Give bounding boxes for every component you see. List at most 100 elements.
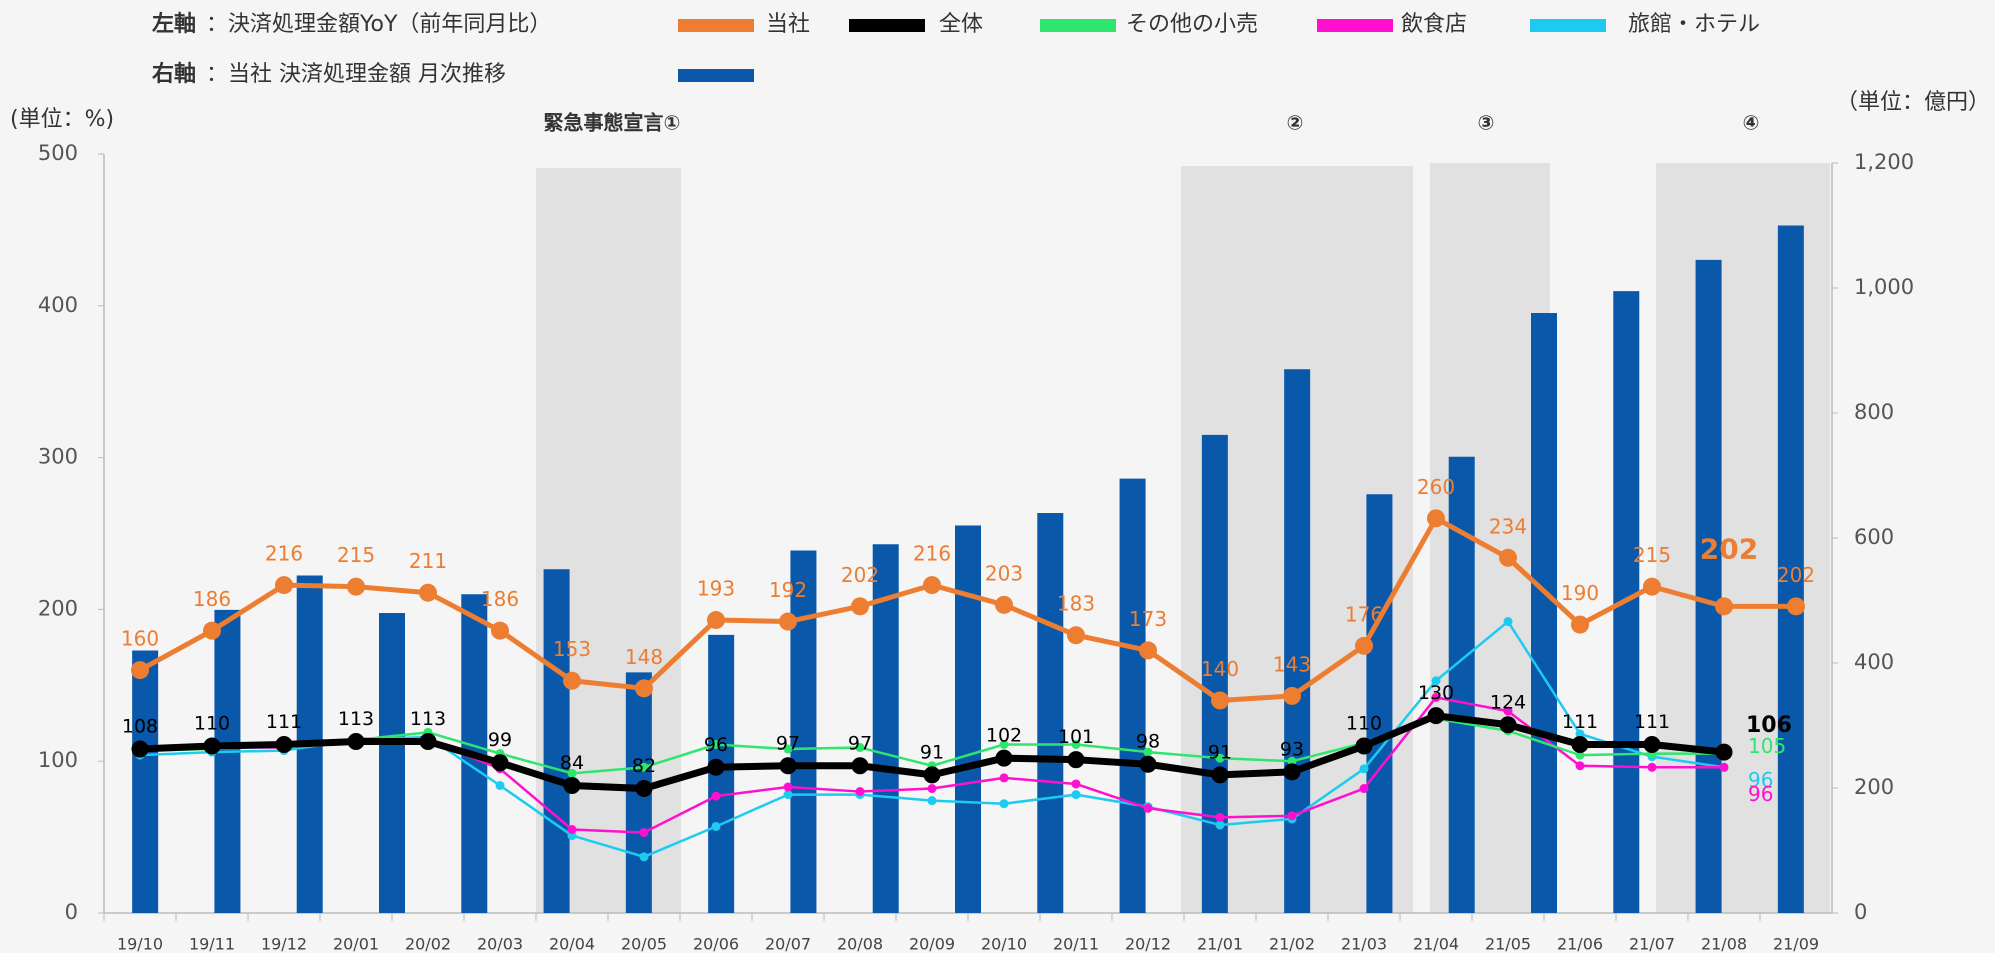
data-label: 202	[1700, 532, 1758, 565]
x-tick-label: 20/07	[765, 935, 811, 953]
data-label: 140	[1201, 657, 1239, 681]
data-label: 98	[1136, 731, 1160, 753]
bar	[1037, 513, 1064, 913]
y2-tick-label: 0	[1854, 900, 1867, 924]
data-label: 202	[841, 563, 879, 587]
data-label: 216	[265, 542, 303, 566]
marker	[783, 782, 793, 792]
annotation: ③	[1478, 111, 1495, 135]
marker	[491, 621, 509, 640]
data-label: 96	[1748, 782, 1773, 806]
x-tick-label: 19/12	[261, 935, 307, 953]
x-tick-label: 21/01	[1197, 935, 1243, 953]
data-label: 153	[553, 637, 591, 661]
legend-swatch	[678, 69, 754, 82]
marker	[563, 776, 581, 794]
marker	[711, 740, 721, 750]
x-tick-label: 20/05	[621, 935, 667, 953]
marker	[1283, 763, 1301, 781]
x-tick-label: 21/06	[1557, 935, 1603, 953]
data-label: 102	[986, 725, 1022, 747]
marker	[1215, 753, 1225, 763]
bar	[1695, 259, 1722, 913]
data-label: 215	[1633, 543, 1671, 567]
marker	[1503, 617, 1513, 627]
marker	[1283, 686, 1301, 705]
marker	[855, 787, 865, 797]
annotation: ④	[1743, 111, 1760, 135]
legend-swatch	[849, 19, 925, 32]
data-label: 160	[121, 627, 159, 651]
bar	[379, 613, 405, 913]
data-label: 97	[848, 732, 872, 754]
data-label: 211	[409, 549, 447, 573]
marker	[1139, 755, 1157, 773]
bar	[1284, 369, 1311, 913]
legend-label: 当社	[766, 12, 810, 37]
x-tick-label: 20/01	[333, 935, 379, 953]
bar	[1366, 494, 1393, 913]
y-tick-label: 500	[38, 141, 78, 165]
marker	[1359, 764, 1369, 774]
marker	[1503, 706, 1513, 716]
data-label: 93	[1280, 738, 1304, 760]
legend-text: ：決済処理金額YoY（前年同月比）	[206, 12, 551, 37]
marker	[1571, 736, 1589, 754]
marker	[851, 597, 869, 616]
legend-key: 右軸	[152, 61, 196, 87]
marker	[635, 679, 653, 698]
marker	[1427, 707, 1445, 725]
marker	[419, 732, 437, 750]
bar	[1119, 478, 1146, 913]
marker	[855, 743, 865, 753]
marker	[783, 790, 793, 800]
marker	[707, 758, 725, 776]
y-tick-label: 200	[38, 596, 78, 620]
legend-text: ：当社 決済処理金額 月次推移	[206, 62, 506, 87]
x-tick-label: 21/02	[1269, 935, 1315, 953]
marker	[639, 852, 649, 862]
x-tick-label: 20/08	[837, 935, 883, 953]
data-label: 91	[1208, 741, 1232, 763]
marker	[1287, 756, 1297, 766]
marker	[495, 780, 505, 790]
marker	[635, 780, 653, 798]
marker	[1787, 597, 1805, 616]
marker	[783, 744, 793, 754]
marker	[203, 621, 221, 640]
x-tick-label: 20/12	[1125, 935, 1171, 953]
marker	[999, 773, 1009, 783]
bar	[1531, 313, 1557, 913]
x-tick-label: 19/10	[117, 935, 163, 953]
legend-key: 左軸	[152, 11, 196, 37]
data-label: 110	[194, 713, 230, 735]
y2-tick-label: 1,000	[1854, 275, 1914, 299]
x-tick-label: 20/02	[405, 935, 451, 953]
data-label: 96	[1748, 768, 1773, 792]
marker	[1427, 509, 1445, 528]
x-tick-label: 21/05	[1485, 935, 1531, 953]
x-tick-label: 20/09	[909, 935, 955, 953]
marker	[563, 671, 581, 690]
legend-swatch	[1040, 19, 1116, 32]
x-tick-label: 21/04	[1413, 935, 1459, 953]
marker	[491, 754, 509, 772]
bar	[214, 609, 241, 913]
marker	[1647, 762, 1657, 772]
marker	[1359, 784, 1369, 794]
y2-tick-label: 800	[1854, 400, 1894, 424]
marker	[1143, 803, 1153, 813]
data-label: 193	[697, 577, 735, 601]
marker	[1575, 729, 1585, 739]
x-tick-label: 19/11	[189, 935, 235, 953]
marker	[995, 749, 1013, 767]
data-label: 113	[338, 708, 374, 730]
data-label: 216	[913, 542, 951, 566]
data-label: 84	[560, 752, 584, 774]
legend-label: 旅館・ホテル	[1628, 12, 1760, 37]
data-label: 143	[1273, 652, 1311, 676]
y2-tick-label: 400	[1854, 650, 1894, 674]
marker	[1215, 820, 1225, 830]
marker	[131, 661, 149, 680]
marker	[275, 736, 293, 754]
